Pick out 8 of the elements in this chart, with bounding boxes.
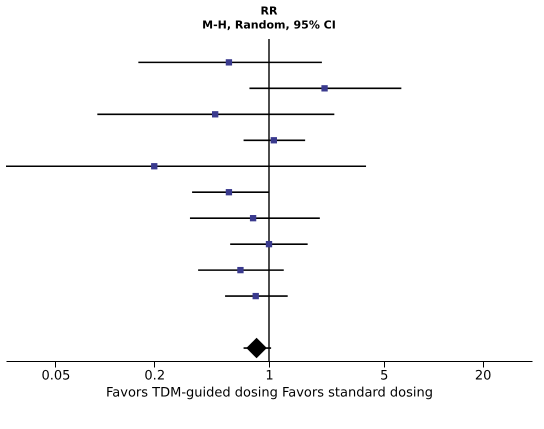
chart-title: RR (260, 4, 278, 18)
x-tick-label: 5 (380, 368, 388, 384)
x-tick-label: 20 (474, 368, 492, 384)
x-axis-title: Favors TDM-guided dosing Favors standard dosing (106, 386, 433, 400)
x-tick-label: 0.2 (144, 368, 166, 384)
chart-subtitle: M-H, Random, 95% CI (202, 18, 336, 32)
x-tick-label: 0.05 (41, 368, 70, 384)
x-tick-label: 1 (265, 368, 274, 384)
